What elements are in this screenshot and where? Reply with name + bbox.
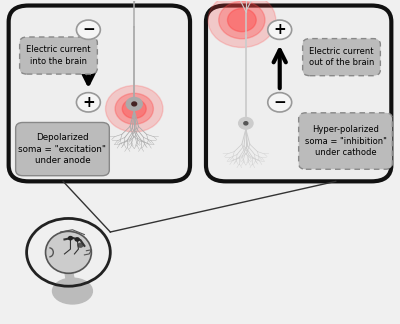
Ellipse shape bbox=[52, 278, 92, 304]
Text: Electric current
into the brain: Electric current into the brain bbox=[26, 45, 91, 66]
Circle shape bbox=[219, 1, 265, 39]
Circle shape bbox=[244, 122, 248, 125]
Circle shape bbox=[115, 93, 153, 124]
FancyBboxPatch shape bbox=[9, 6, 190, 181]
Circle shape bbox=[76, 20, 100, 40]
FancyBboxPatch shape bbox=[16, 122, 109, 176]
Circle shape bbox=[132, 102, 137, 106]
Text: −: − bbox=[82, 22, 95, 37]
Circle shape bbox=[68, 237, 72, 240]
Circle shape bbox=[228, 8, 256, 32]
Circle shape bbox=[239, 118, 253, 129]
Text: +: + bbox=[273, 22, 286, 37]
Circle shape bbox=[268, 93, 292, 112]
Circle shape bbox=[122, 99, 146, 119]
Circle shape bbox=[75, 238, 79, 241]
Circle shape bbox=[76, 93, 100, 112]
Circle shape bbox=[78, 243, 83, 247]
Circle shape bbox=[268, 20, 292, 40]
Text: −: − bbox=[273, 95, 286, 110]
FancyBboxPatch shape bbox=[20, 37, 97, 74]
Circle shape bbox=[126, 98, 142, 110]
FancyBboxPatch shape bbox=[299, 113, 392, 169]
FancyBboxPatch shape bbox=[206, 6, 391, 181]
Circle shape bbox=[208, 0, 276, 48]
Text: Electric current
out of the brain: Electric current out of the brain bbox=[309, 47, 374, 67]
Ellipse shape bbox=[46, 231, 91, 273]
FancyBboxPatch shape bbox=[303, 39, 380, 76]
Text: Hyper-polarized
soma = "inhibition"
under cathode: Hyper-polarized soma = "inhibition" unde… bbox=[304, 125, 386, 157]
Text: Depolarized
soma = "excitation"
under anode: Depolarized soma = "excitation" under an… bbox=[18, 133, 106, 165]
Circle shape bbox=[106, 86, 163, 132]
Text: +: + bbox=[82, 95, 95, 110]
Polygon shape bbox=[64, 270, 74, 281]
